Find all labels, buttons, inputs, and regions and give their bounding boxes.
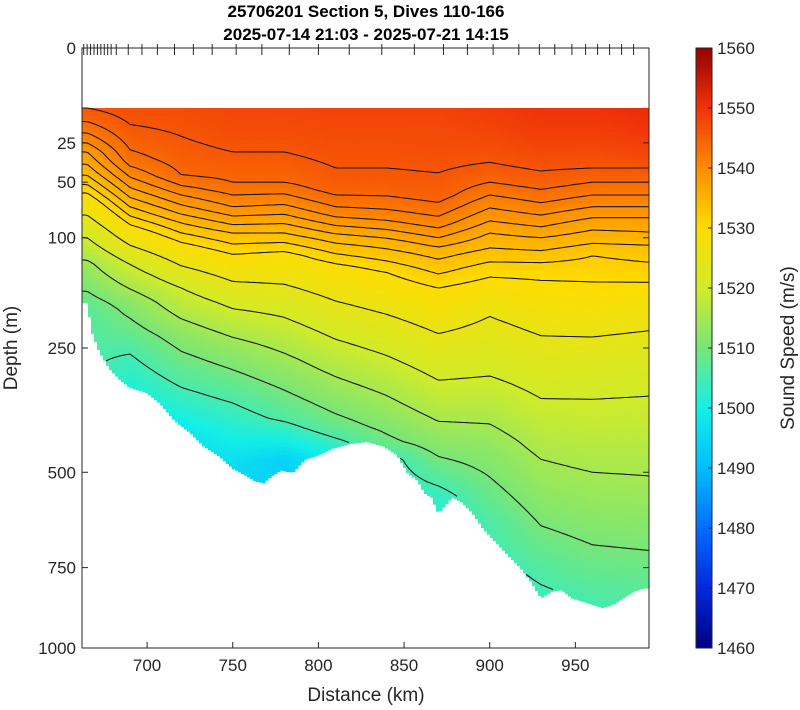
chart-title-line-1: 25706201 Section 5, Dives 110-166 <box>228 2 505 21</box>
chart-title-line-2: 2025-07-14 21:03 - 2025-07-21 14:15 <box>223 25 508 44</box>
sound-speed-section-chart: 25706201 Section 5, Dives 110-166 2025-0… <box>0 0 800 710</box>
